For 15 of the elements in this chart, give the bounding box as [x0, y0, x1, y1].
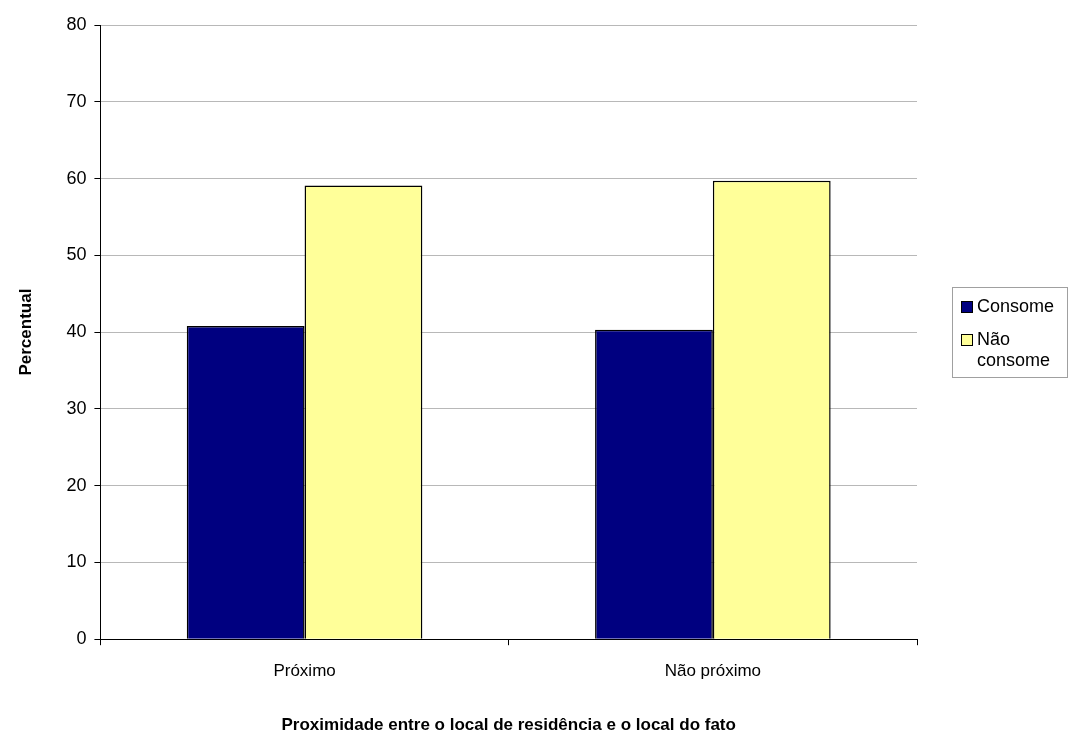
y-tick-label: 40 — [66, 321, 87, 342]
y-tick-label: 30 — [66, 397, 87, 418]
y-tick-label: 70 — [66, 90, 87, 111]
y-tick-label: 60 — [66, 167, 87, 188]
legend-label: Não consome — [977, 329, 1052, 371]
y-axis-title: Percentual — [15, 288, 35, 376]
y-tick-label: 20 — [66, 474, 87, 495]
legend-label: Consome — [977, 296, 1055, 317]
x-tick-label: Próximo — [273, 661, 336, 681]
y-tick-label: 10 — [66, 551, 87, 572]
y-tick-label: 50 — [66, 244, 87, 265]
x-axis-title: Proximidade entre o local de residência e o local do fato — [281, 715, 736, 735]
y-tick-label: 0 — [76, 628, 87, 649]
x-tick-label: Não próximo — [664, 661, 762, 681]
y-tick-label: 80 — [66, 13, 87, 34]
